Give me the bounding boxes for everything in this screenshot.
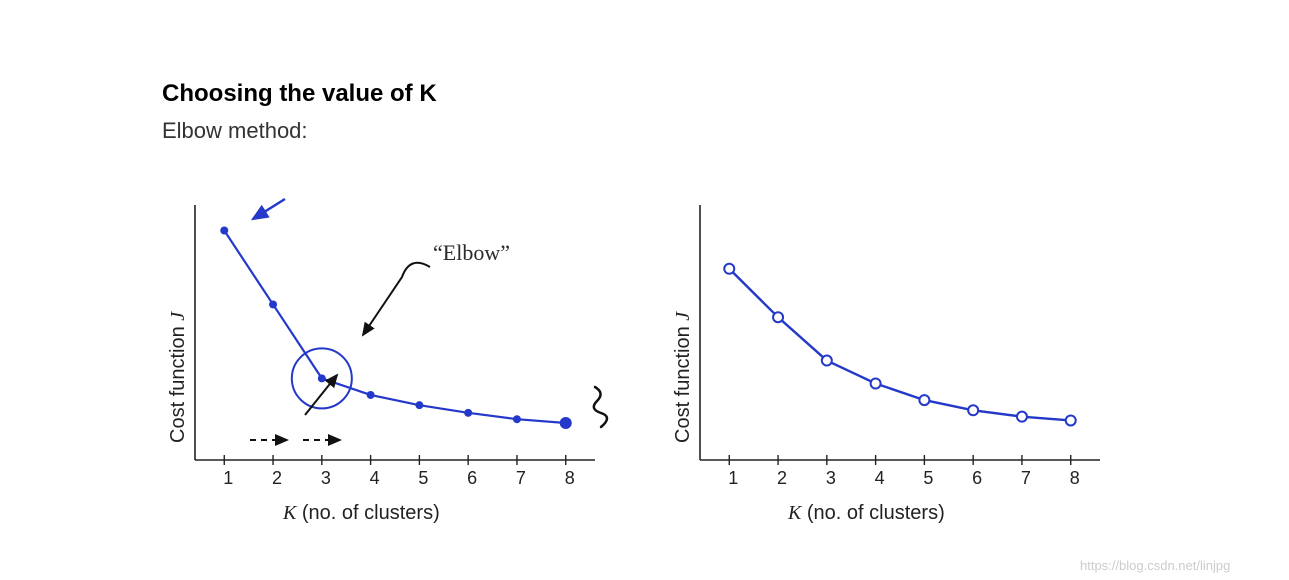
x-tick-label: 3 bbox=[316, 468, 336, 489]
x-tick-label: 4 bbox=[365, 468, 385, 489]
x-tick-label: 1 bbox=[218, 468, 238, 489]
elbow-chart-right: 12345678Cost function JK (no. of cluster… bbox=[700, 205, 1100, 460]
x-tick-label: 2 bbox=[267, 468, 287, 489]
x-tick-label: 5 bbox=[918, 468, 938, 489]
x-axis-label: K (no. of clusters) bbox=[283, 502, 440, 525]
y-axis-label: Cost function J bbox=[167, 312, 190, 443]
elbow-chart-left: 12345678Cost function JK (no. of cluster… bbox=[195, 205, 595, 460]
watermark: https://blog.csdn.net/linjpg bbox=[1080, 558, 1230, 573]
x-tick-label: 7 bbox=[511, 468, 531, 489]
x-tick-label: 3 bbox=[821, 468, 841, 489]
slide-title: Choosing the value of K bbox=[162, 80, 437, 108]
x-tick-label: 1 bbox=[723, 468, 743, 489]
x-tick-label: 2 bbox=[772, 468, 792, 489]
x-tick-label: 8 bbox=[560, 468, 580, 489]
x-tick-label: 5 bbox=[413, 468, 433, 489]
x-tick-label: 7 bbox=[1016, 468, 1036, 489]
x-tick-label: 6 bbox=[967, 468, 987, 489]
x-tick-label: 8 bbox=[1065, 468, 1085, 489]
x-axis-label: K (no. of clusters) bbox=[788, 502, 945, 525]
y-axis-label: Cost function J bbox=[672, 312, 695, 443]
x-tick-label: 4 bbox=[870, 468, 890, 489]
elbow-annotation: “Elbow” bbox=[433, 240, 510, 266]
slide-subtitle: Elbow method: bbox=[162, 118, 308, 144]
x-tick-label: 6 bbox=[462, 468, 482, 489]
